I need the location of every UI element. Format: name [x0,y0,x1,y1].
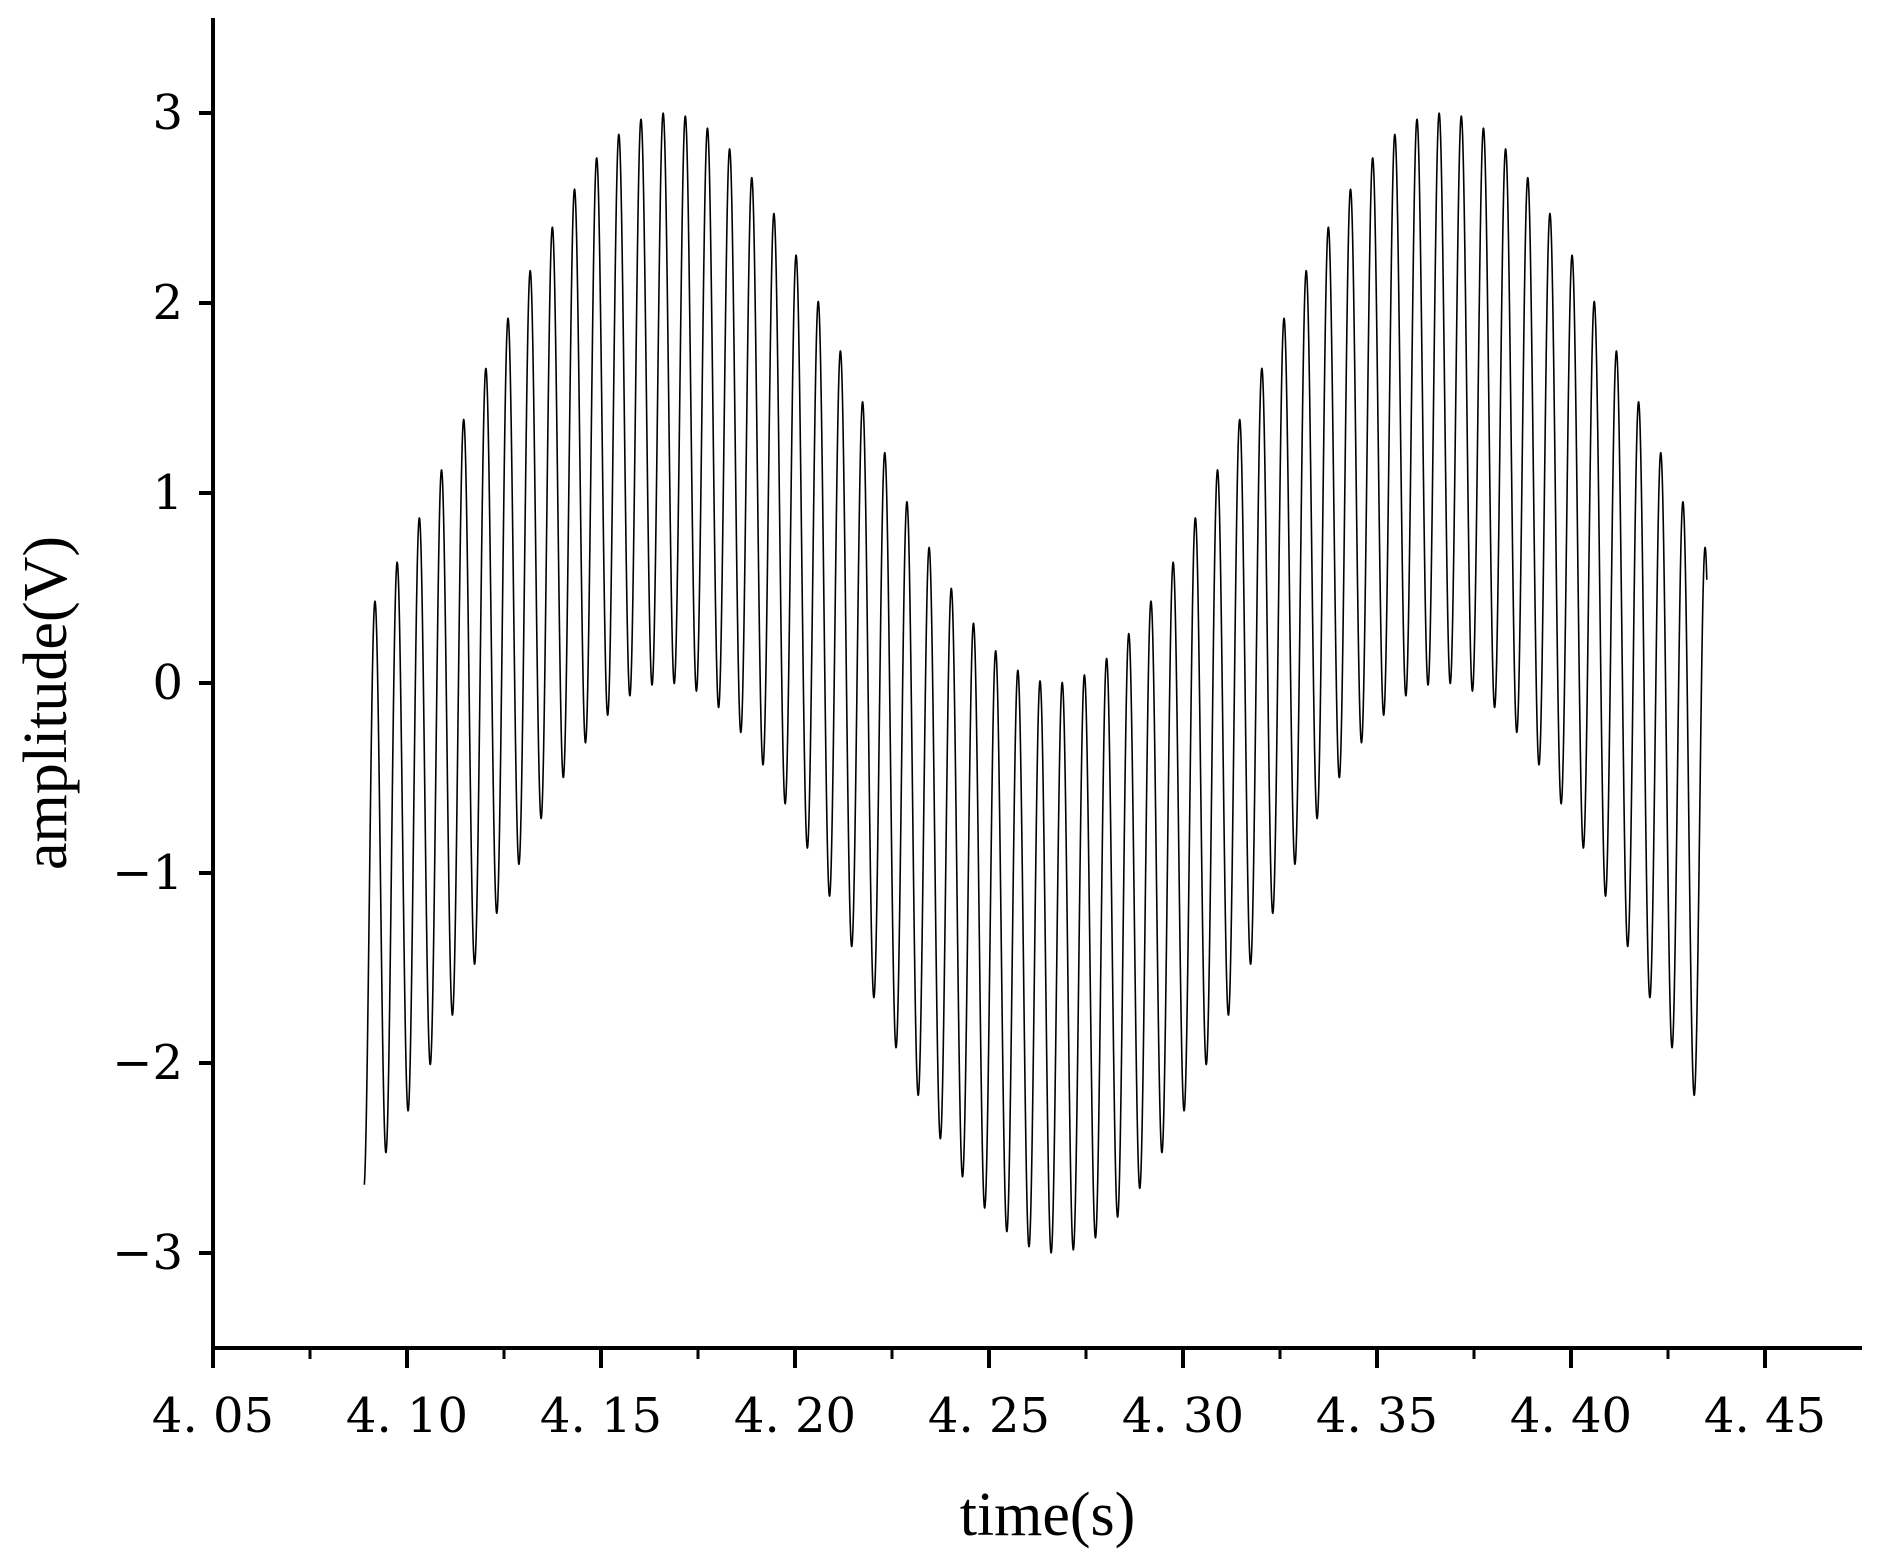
axes: 4. 05 4. 10 4. 15 4. 20 4. 25 4. 30 4. 35 4. 40… [112,18,1862,1444]
y-tick-label: 1 [152,465,183,521]
signal-line [363,112,1708,1254]
x-tick-label: 4. 20 [734,1388,856,1444]
x-tick-label: 4. 30 [1122,1388,1244,1444]
y-tick-label: 3 [152,85,183,141]
x-tick-label: 4. 15 [540,1388,662,1444]
labels-layer: time(s) amplitude(V) [12,536,1135,1549]
y-tick-label: −3 [112,1225,183,1281]
y-tick-label: −1 [112,845,183,901]
x-tick-label: 4. 40 [1510,1388,1632,1444]
y-tick-label: 0 [152,655,183,711]
x-tick-label: 4. 10 [346,1388,468,1444]
x-tick-label: 4. 25 [928,1388,1050,1444]
x-tick-label: 4. 35 [1316,1388,1438,1444]
y-axis-title: amplitude(V) [12,536,80,870]
x-axis-title: time(s) [960,1481,1136,1549]
series-layer [363,112,1708,1254]
x-tick-label: 4. 45 [1704,1388,1826,1444]
y-tick-label: 2 [152,275,183,331]
x-tick-label: 4. 05 [152,1388,274,1444]
y-tick-label: −2 [112,1035,183,1091]
